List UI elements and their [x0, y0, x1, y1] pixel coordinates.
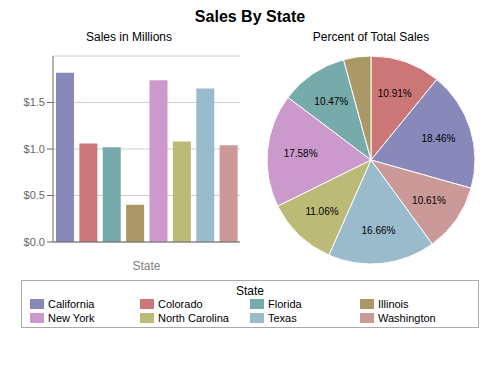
html-text:State: State — [236, 284, 264, 298]
html-text:Sales in Millions: Sales in Millions — [86, 30, 172, 44]
html-text:North Carolina: North Carolina — [158, 312, 229, 324]
html-text:Colorado: Colorado — [158, 298, 203, 310]
svg-text:10.61%: 10.61% — [412, 195, 446, 206]
svg-text:17.58%: 17.58% — [284, 148, 318, 159]
svg-text:18.46%: 18.46% — [421, 133, 455, 144]
html-text:Illinois: Illinois — [378, 298, 409, 310]
html-text:California: California — [48, 298, 95, 310]
html-text:New York: New York — [48, 312, 95, 324]
svg-text:$0.5: $0.5 — [24, 189, 45, 201]
svg-text:$1.0: $1.0 — [24, 143, 45, 155]
svg-text:$0.0: $0.0 — [24, 236, 45, 248]
html-text:Texas: Texas — [268, 312, 297, 324]
html-text:Florida: Florida — [268, 298, 302, 310]
html-text:Percent of Total Sales: Percent of Total Sales — [312, 30, 430, 44]
svg-text:State: State — [132, 259, 160, 273]
svg-text:$1.5: $1.5 — [24, 96, 45, 108]
html-text:Sales By State: Sales By State — [194, 8, 306, 25]
svg-text:10.47%: 10.47% — [314, 96, 348, 107]
svg-text:10.91%: 10.91% — [378, 88, 412, 99]
svg-text:16.66%: 16.66% — [362, 225, 396, 236]
html-text:Washington: Washington — [378, 312, 436, 324]
svg-text:11.06%: 11.06% — [305, 206, 338, 217]
